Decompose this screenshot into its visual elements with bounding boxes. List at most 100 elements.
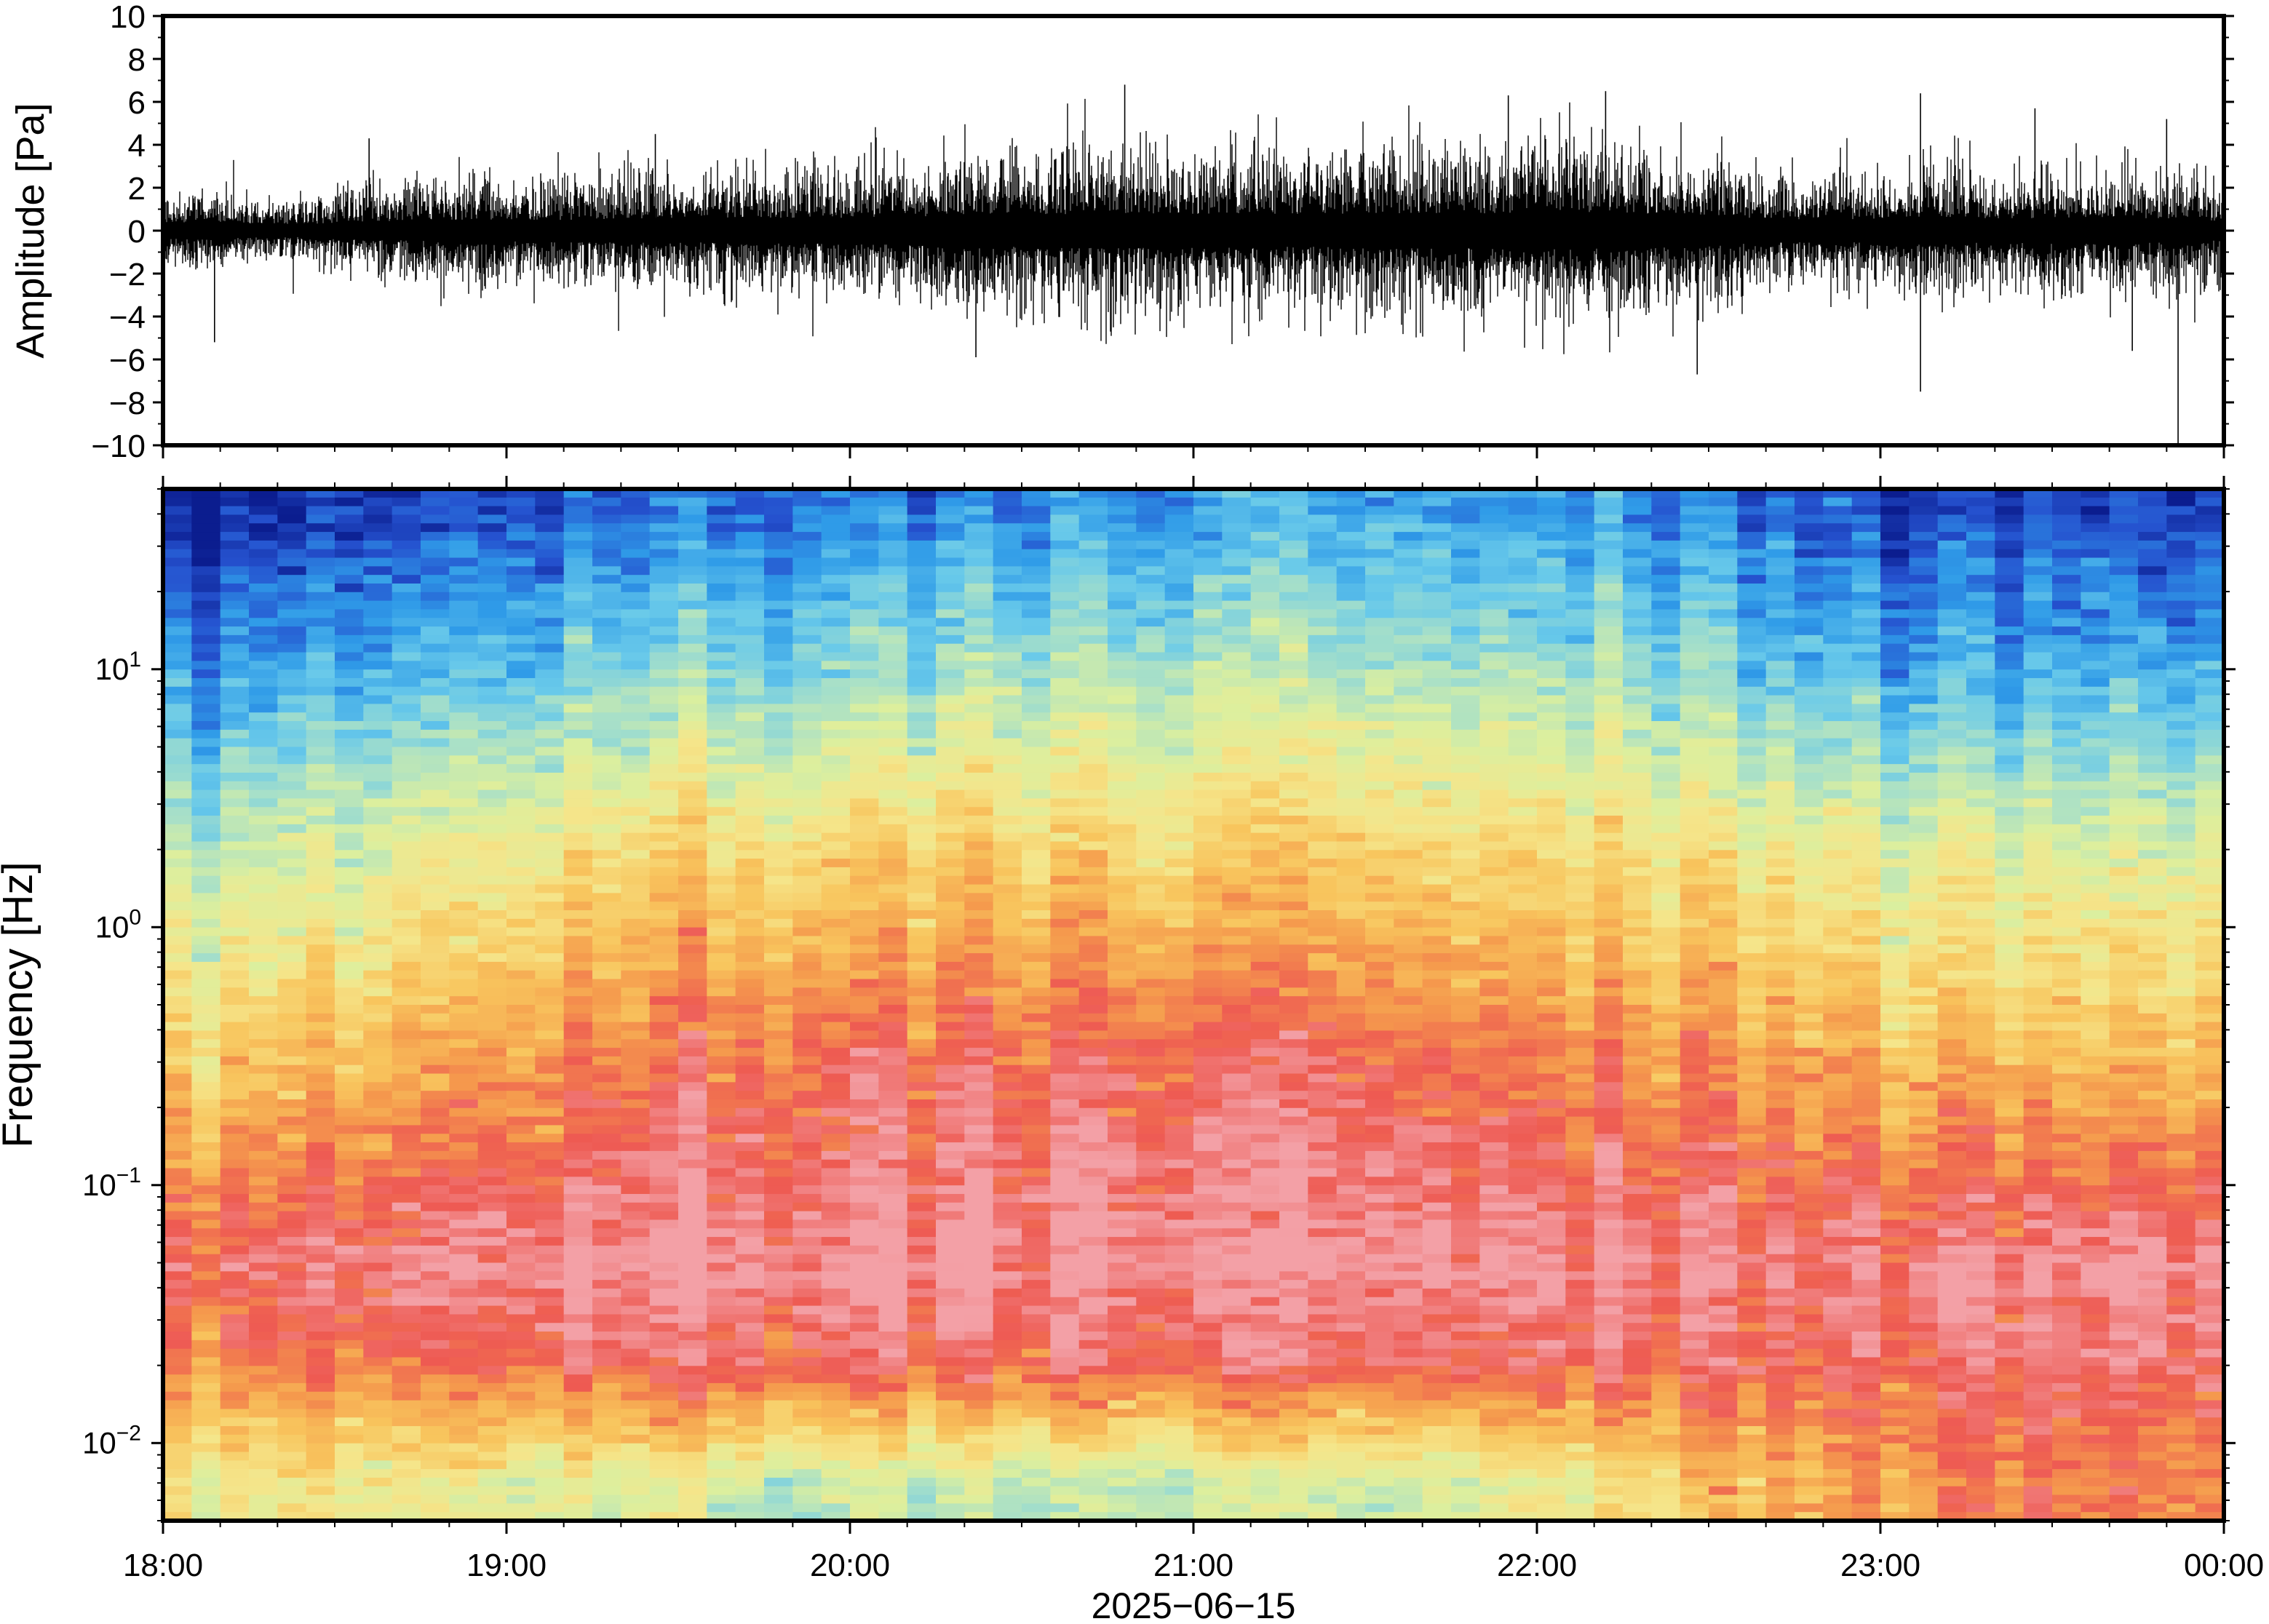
spectrogram-cell <box>907 609 937 619</box>
spectrogram-cell <box>1108 1013 1137 1023</box>
spectrogram-cell <box>1050 824 1080 834</box>
waveform-y-tick-label: 8 <box>128 42 146 78</box>
spectrogram-cell <box>735 1125 765 1135</box>
spectrogram-cell <box>563 532 593 541</box>
spectrogram-cell <box>649 1116 679 1126</box>
spectrogram-cell <box>220 721 250 731</box>
spectrogram-cell <box>1308 643 1338 653</box>
spectrogram-cell <box>850 618 880 627</box>
spectrogram-cell <box>621 1409 651 1418</box>
spectrogram-cell <box>936 1219 966 1230</box>
spectrogram-cell <box>735 893 765 902</box>
spectrogram-cell <box>878 1228 908 1238</box>
spectrogram-cell <box>850 686 880 696</box>
spectrogram-cell <box>363 489 393 498</box>
spectrogram-cell <box>163 1107 193 1118</box>
spectrogram-cell <box>306 1417 335 1427</box>
spectrogram-cell <box>477 816 507 825</box>
spectrogram-cell <box>363 1452 393 1462</box>
spectrogram-cell <box>964 901 994 911</box>
spectrogram-cell <box>392 712 421 722</box>
spectrogram-cell <box>907 506 937 516</box>
spectrogram-cell <box>1136 755 1166 765</box>
spectrogram-cell <box>621 910 651 920</box>
spectrogram-cell <box>1164 1022 1194 1032</box>
spectrogram-cell <box>277 738 307 748</box>
spectrogram-cell <box>477 1254 507 1264</box>
spectrogram-cell <box>735 1064 765 1075</box>
spectrogram-cell <box>249 1168 279 1178</box>
spectrogram-cell <box>1164 497 1194 507</box>
spectrogram-cell <box>1108 618 1137 627</box>
spectrogram-cell <box>649 575 679 584</box>
spectrogram-cell <box>1308 1168 1338 1178</box>
spectrogram-cell <box>335 643 365 653</box>
spectrogram-cell <box>506 859 536 868</box>
spectrogram-cell <box>1136 979 1166 989</box>
spectrogram-cell <box>363 875 393 885</box>
spectrogram-cell <box>363 936 393 946</box>
spectrogram-cell <box>277 970 307 980</box>
spectrogram-cell <box>850 832 880 843</box>
spectrogram-cell <box>1022 824 1052 834</box>
spectrogram-cell <box>1078 514 1108 525</box>
spectrogram-cell <box>335 1125 365 1135</box>
spectrogram-cell <box>277 506 307 516</box>
spectrogram-cell <box>964 1177 994 1186</box>
spectrogram-cell <box>1050 1391 1080 1401</box>
spectrogram-cell <box>1078 755 1108 765</box>
spectrogram-cell <box>993 489 1022 498</box>
spectrogram-cell <box>306 747 335 757</box>
spectrogram-cell <box>907 850 937 859</box>
spectrogram-cell <box>1164 1494 1194 1505</box>
spectrogram-cell <box>1222 1082 1252 1091</box>
spectrogram-cell <box>1279 600 1309 610</box>
spectrogram-cell <box>907 1150 937 1161</box>
spectrogram-cell <box>220 1357 250 1367</box>
spectrogram-cell <box>506 566 536 576</box>
spectrogram-cell <box>907 532 937 541</box>
spectrogram-cell <box>993 1116 1022 1126</box>
spectrogram-cell <box>220 1503 250 1513</box>
spectrogram-cell <box>477 1348 507 1358</box>
spectrogram-cell <box>249 875 279 885</box>
spectrogram-cell <box>1022 1082 1052 1091</box>
spectrogram-cell <box>1136 1374 1166 1384</box>
spectrogram-cell <box>707 1193 736 1203</box>
spectrogram-cell <box>764 867 794 877</box>
spectrogram-cell <box>964 918 994 928</box>
spectrogram-cell <box>1022 1400 1052 1410</box>
spectrogram-cell <box>163 1219 193 1230</box>
spectrogram-cell <box>1222 1348 1252 1358</box>
spectrogram-cell <box>936 841 966 851</box>
spectrogram-cell <box>964 729 994 739</box>
spectrogram-cell <box>1308 1064 1338 1075</box>
spectrogram-cell <box>907 1082 937 1091</box>
spectrogram-cell <box>764 1409 794 1418</box>
spectrogram-cell <box>220 1314 250 1324</box>
spectrogram-cell <box>649 781 679 791</box>
spectrogram-cell <box>678 575 708 584</box>
spectrogram-cell <box>792 489 822 498</box>
spectrogram-cell <box>1022 936 1052 946</box>
spectrogram-cell <box>1078 859 1108 868</box>
spectrogram-cell <box>1193 626 1223 636</box>
spectrogram-cell <box>678 936 708 946</box>
spectrogram-cell <box>363 867 393 877</box>
spectrogram-cell <box>1222 1048 1252 1057</box>
spectrogram-cell <box>449 953 479 963</box>
spectrogram-cell <box>936 704 966 714</box>
spectrogram-cell <box>506 738 536 748</box>
spectrogram-cell <box>363 1340 393 1350</box>
spectrogram-cell <box>1279 859 1309 868</box>
spectrogram-cell <box>649 1039 679 1048</box>
waveform-y-tick-label: −6 <box>109 343 146 378</box>
spectrogram-cell <box>792 893 822 902</box>
spectrogram-cell <box>592 1048 622 1057</box>
spectrogram-cell <box>907 996 937 1006</box>
spectrogram-cell <box>191 549 221 559</box>
spectrogram-cell <box>1022 1064 1052 1075</box>
spectrogram-cell <box>678 1048 708 1057</box>
spectrogram-cell <box>907 875 937 885</box>
spectrogram-cell <box>277 859 307 868</box>
